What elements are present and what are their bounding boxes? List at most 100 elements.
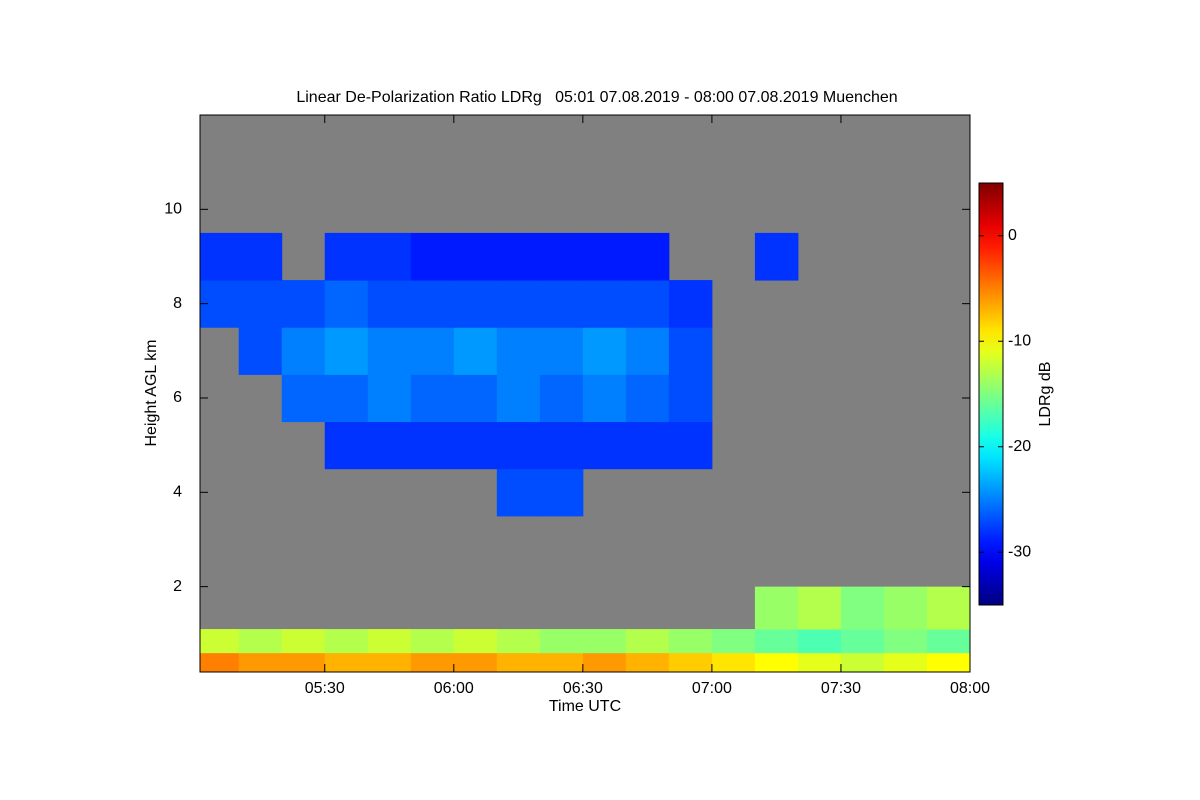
heatmap-cell	[324, 629, 369, 654]
heatmap-cell	[367, 232, 412, 281]
heatmap-cell	[625, 421, 670, 470]
heatmap-cell	[625, 652, 670, 672]
heatmap-cell	[410, 629, 455, 654]
heatmap-cell	[238, 280, 283, 328]
heatmap-cell	[200, 629, 240, 654]
heatmap-cell	[926, 629, 970, 654]
heatmap-cell	[238, 232, 283, 281]
heatmap-cell	[797, 629, 842, 654]
heatmap-cell	[539, 327, 584, 375]
heatmap-cell	[668, 280, 713, 328]
heatmap-cell	[367, 280, 412, 328]
x-tick-label: 05:30	[305, 680, 345, 697]
heatmap-cell	[324, 280, 369, 328]
heatmap-cell	[840, 652, 885, 672]
heatmap-cell	[496, 280, 541, 328]
heatmap-cell	[926, 652, 970, 672]
colorbar-tick-label: -10	[1008, 332, 1031, 349]
colorbar	[978, 182, 1004, 606]
heatmap	[200, 232, 970, 672]
heatmap-cell	[367, 374, 412, 423]
heatmap-cell	[453, 629, 498, 654]
heatmap-cell	[324, 232, 369, 281]
heatmap-cell	[238, 629, 283, 654]
heatmap-cell	[453, 280, 498, 328]
heatmap-cell	[496, 232, 541, 281]
heatmap-cell	[281, 374, 326, 423]
heatmap-cell	[883, 586, 928, 630]
heatmap-cell	[324, 327, 369, 375]
heatmap-cell	[711, 629, 756, 654]
heatmap-cell	[496, 652, 541, 672]
heatmap-cell	[324, 652, 369, 672]
colorbar-tick-label: 0	[1008, 227, 1017, 244]
heatmap-cell	[539, 468, 584, 517]
heatmap-cell	[582, 421, 627, 470]
heatmap-cell	[625, 629, 670, 654]
heatmap-cell	[539, 232, 584, 281]
heatmap-cell	[496, 629, 541, 654]
heatmap-cell	[410, 652, 455, 672]
plot-frame	[199, 114, 971, 673]
heatmap-cell	[410, 327, 455, 375]
heatmap-cell	[453, 421, 498, 470]
heatmap-cell	[367, 629, 412, 654]
heatmap-cell	[367, 327, 412, 375]
heatmap-cell	[797, 586, 842, 630]
colorbar-tick-label: -30	[1008, 543, 1031, 560]
y-tick-label: 4	[173, 484, 182, 501]
heatmap-cell	[582, 629, 627, 654]
heatmap-cell	[582, 374, 627, 423]
heatmap-cell	[625, 327, 670, 375]
heatmap-cell	[496, 421, 541, 470]
heatmap-cell	[410, 280, 455, 328]
heatmap-cell	[410, 374, 455, 423]
heatmap-cell	[539, 280, 584, 328]
heatmap-cell	[926, 586, 970, 630]
heatmap-cell	[840, 629, 885, 654]
heatmap-cell	[711, 652, 756, 672]
heatmap-cell	[797, 652, 842, 672]
heatmap-cell	[539, 652, 584, 672]
heatmap-cell	[496, 327, 541, 375]
chart-title: Linear De-Polarization Ratio LDRg 05:01 …	[296, 89, 897, 106]
y-tick-label: 10	[164, 201, 182, 218]
heatmap-cell	[883, 652, 928, 672]
heatmap-cell	[200, 232, 240, 281]
x-tick-label: 06:30	[563, 680, 603, 697]
heatmap-cell	[281, 280, 326, 328]
heatmap-cell	[582, 232, 627, 281]
y-tick-label: 6	[173, 389, 182, 406]
heatmap-cell	[281, 629, 326, 654]
heatmap-cell	[754, 652, 799, 672]
heatmap-cell	[453, 652, 498, 672]
x-tick-label: 08:00	[950, 680, 990, 697]
heatmap-cell	[668, 629, 713, 654]
heatmap-cell	[453, 374, 498, 423]
x-tick-label: 06:00	[434, 680, 474, 697]
heatmap-cell	[754, 629, 799, 654]
heatmap-cell	[200, 652, 240, 672]
heatmap-cell	[582, 280, 627, 328]
y-tick-label: 2	[173, 578, 182, 595]
heatmap-cell	[496, 374, 541, 423]
heatmap-cell	[582, 327, 627, 375]
x-tick-label: 07:00	[692, 680, 732, 697]
heatmap-cell	[582, 652, 627, 672]
heatmap-cell	[539, 629, 584, 654]
heatmap-cell	[496, 468, 541, 517]
heatmap-cell	[668, 374, 713, 423]
heatmap-cell	[367, 652, 412, 672]
heatmap-cell	[238, 652, 283, 672]
heatmap-cell	[281, 652, 326, 672]
heatmap-cell	[539, 421, 584, 470]
heatmap-cell	[281, 327, 326, 375]
y-tick-label: 8	[173, 295, 182, 312]
heatmap-cell	[668, 421, 713, 470]
heatmap-cell	[539, 374, 584, 423]
heatmap-cell	[754, 586, 799, 630]
heatmap-cell	[754, 232, 799, 281]
heatmap-cell	[453, 327, 498, 375]
colorbar-label: LDRg dB	[1037, 362, 1054, 427]
